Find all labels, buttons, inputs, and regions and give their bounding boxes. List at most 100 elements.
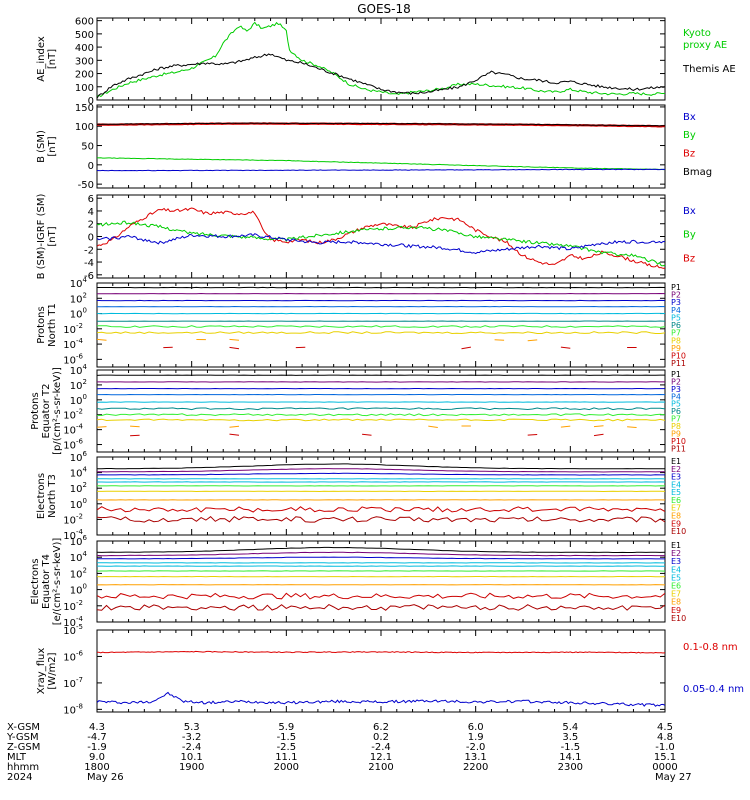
y-tick-label: 10-8	[63, 702, 83, 716]
y-axis-label: Electrons	[36, 473, 47, 519]
legend-entry: P2	[671, 291, 681, 300]
y-tick-exponent: -5	[76, 623, 83, 631]
x-axis-value: -1.9	[87, 742, 107, 753]
series-line	[97, 157, 665, 171]
panel-data	[97, 650, 665, 707]
legend-entry: P3	[671, 298, 681, 307]
y-axis-label: North T3	[47, 474, 58, 518]
x-axis-value: -1.5	[561, 742, 581, 753]
legend-entry: By	[683, 130, 696, 141]
y-tick-label: 10-2	[63, 599, 83, 613]
series-segment	[461, 346, 471, 350]
x-axis-value: -4.7	[87, 732, 107, 743]
y-tick-label: 102	[70, 291, 87, 305]
y-axis-label: B (SM)-IGRF (SM)	[36, 194, 47, 280]
series-line	[97, 592, 665, 600]
x-axis-row-label: 2024	[7, 772, 32, 783]
y-tick-exponent: -6	[76, 352, 84, 360]
legend-entry: E2	[671, 549, 681, 558]
legend-entry: P7	[671, 329, 681, 338]
series-segment	[593, 433, 604, 437]
y-axis-label: B (SM)	[36, 130, 47, 163]
legend-entry: P9	[671, 344, 681, 353]
x-axis-value: 0000	[652, 762, 677, 773]
y-tick-exponent: 4	[83, 363, 88, 371]
y-tick-label: 100	[75, 122, 94, 133]
y-tick-exponent: 2	[83, 566, 87, 574]
y-tick-exponent: -4	[76, 423, 84, 431]
y-tick-label: 10-2	[63, 408, 83, 422]
y-axis-label: [nT]	[47, 226, 58, 246]
y-tick-exponent: 4	[83, 550, 88, 558]
x-axis-value: -1.0	[655, 742, 675, 753]
legend-entry: P3	[671, 385, 681, 394]
series-segment	[97, 426, 107, 428]
series-line	[97, 233, 665, 255]
legend-entry: P2	[671, 377, 681, 386]
x-axis-value: 2300	[558, 762, 583, 773]
legend-entry: E4	[671, 565, 681, 574]
legend-entry: P1	[671, 370, 681, 379]
panel-data	[97, 122, 665, 172]
panel-xray: 10-8 10-7 10-6 10-5 Xray_flux [W/m2] 0.1-0.8 n…	[36, 623, 744, 716]
y-tick-exponent: -4	[76, 337, 84, 345]
legend-entry: P11	[671, 359, 686, 368]
y-tick-label: 6	[88, 194, 94, 205]
legend-entry: E8	[671, 512, 681, 521]
legend-entry: P8	[671, 422, 681, 431]
series-segment	[229, 425, 240, 428]
y-axis-label: Electrons	[30, 558, 41, 604]
x-axis-value: 2100	[368, 762, 393, 773]
panel-data	[97, 286, 665, 350]
x-axis-value: May 27	[655, 772, 692, 783]
y-tick-label: 100	[70, 497, 87, 511]
y-axis-label: [W/m2]	[47, 652, 58, 689]
series-line	[97, 325, 665, 328]
y-tick-label: 100	[75, 83, 94, 94]
y-tick-label: 102	[70, 378, 87, 392]
x-axis-value: -1.5	[277, 732, 297, 743]
legend-entry: P6	[671, 321, 681, 330]
y-tick-exponent: 2	[83, 291, 87, 299]
y-tick-exponent: 2	[83, 378, 87, 386]
y-tick-exponent: -2	[76, 599, 83, 607]
y-tick-label: 102	[70, 566, 87, 580]
y-tick-label: 104	[70, 276, 88, 290]
y-tick-label: 10-2	[63, 512, 83, 526]
panel-data	[97, 546, 665, 611]
legend-entry: P1	[671, 283, 681, 292]
panel-data	[97, 463, 665, 523]
series-segment	[560, 425, 571, 428]
legend-entry: E7	[671, 590, 681, 599]
series-segment	[97, 338, 107, 341]
y-tick-label: 500	[75, 30, 94, 41]
y-tick-label: 400	[75, 43, 94, 54]
legend-entry: E7	[671, 504, 681, 513]
legend-entry: Bx	[683, 112, 696, 123]
y-tick-label: 10-6	[63, 438, 83, 452]
y-tick-label: 104	[70, 363, 88, 377]
legend-entry: P4	[671, 306, 681, 315]
x-axis-row-label: hhmm	[7, 762, 39, 773]
series-line	[97, 207, 665, 269]
series-segment	[527, 339, 538, 342]
legend-entry: By	[683, 230, 696, 241]
y-tick-exponent: 2	[83, 481, 87, 489]
x-axis-value: 1.9	[468, 732, 484, 743]
x-axis-value: 15.1	[654, 752, 676, 763]
y-tick-label: 10-6	[63, 649, 83, 663]
y-axis-label: [nT]	[47, 49, 58, 69]
legend-entry: E3	[671, 473, 681, 482]
legend-entry: P4	[671, 392, 681, 401]
y-tick-label: 100	[70, 393, 87, 407]
y-tick-label: 104	[70, 466, 88, 480]
series-line	[97, 168, 665, 172]
x-axis-value: 4.8	[657, 732, 673, 743]
y-tick-exponent: 6	[83, 534, 88, 542]
y-axis-label: Equator T2	[41, 384, 52, 439]
series-line	[97, 413, 665, 417]
y-tick-exponent: 4	[83, 276, 88, 284]
y-tick-label: -2	[84, 245, 94, 256]
x-axis-value: 0.2	[373, 732, 389, 743]
